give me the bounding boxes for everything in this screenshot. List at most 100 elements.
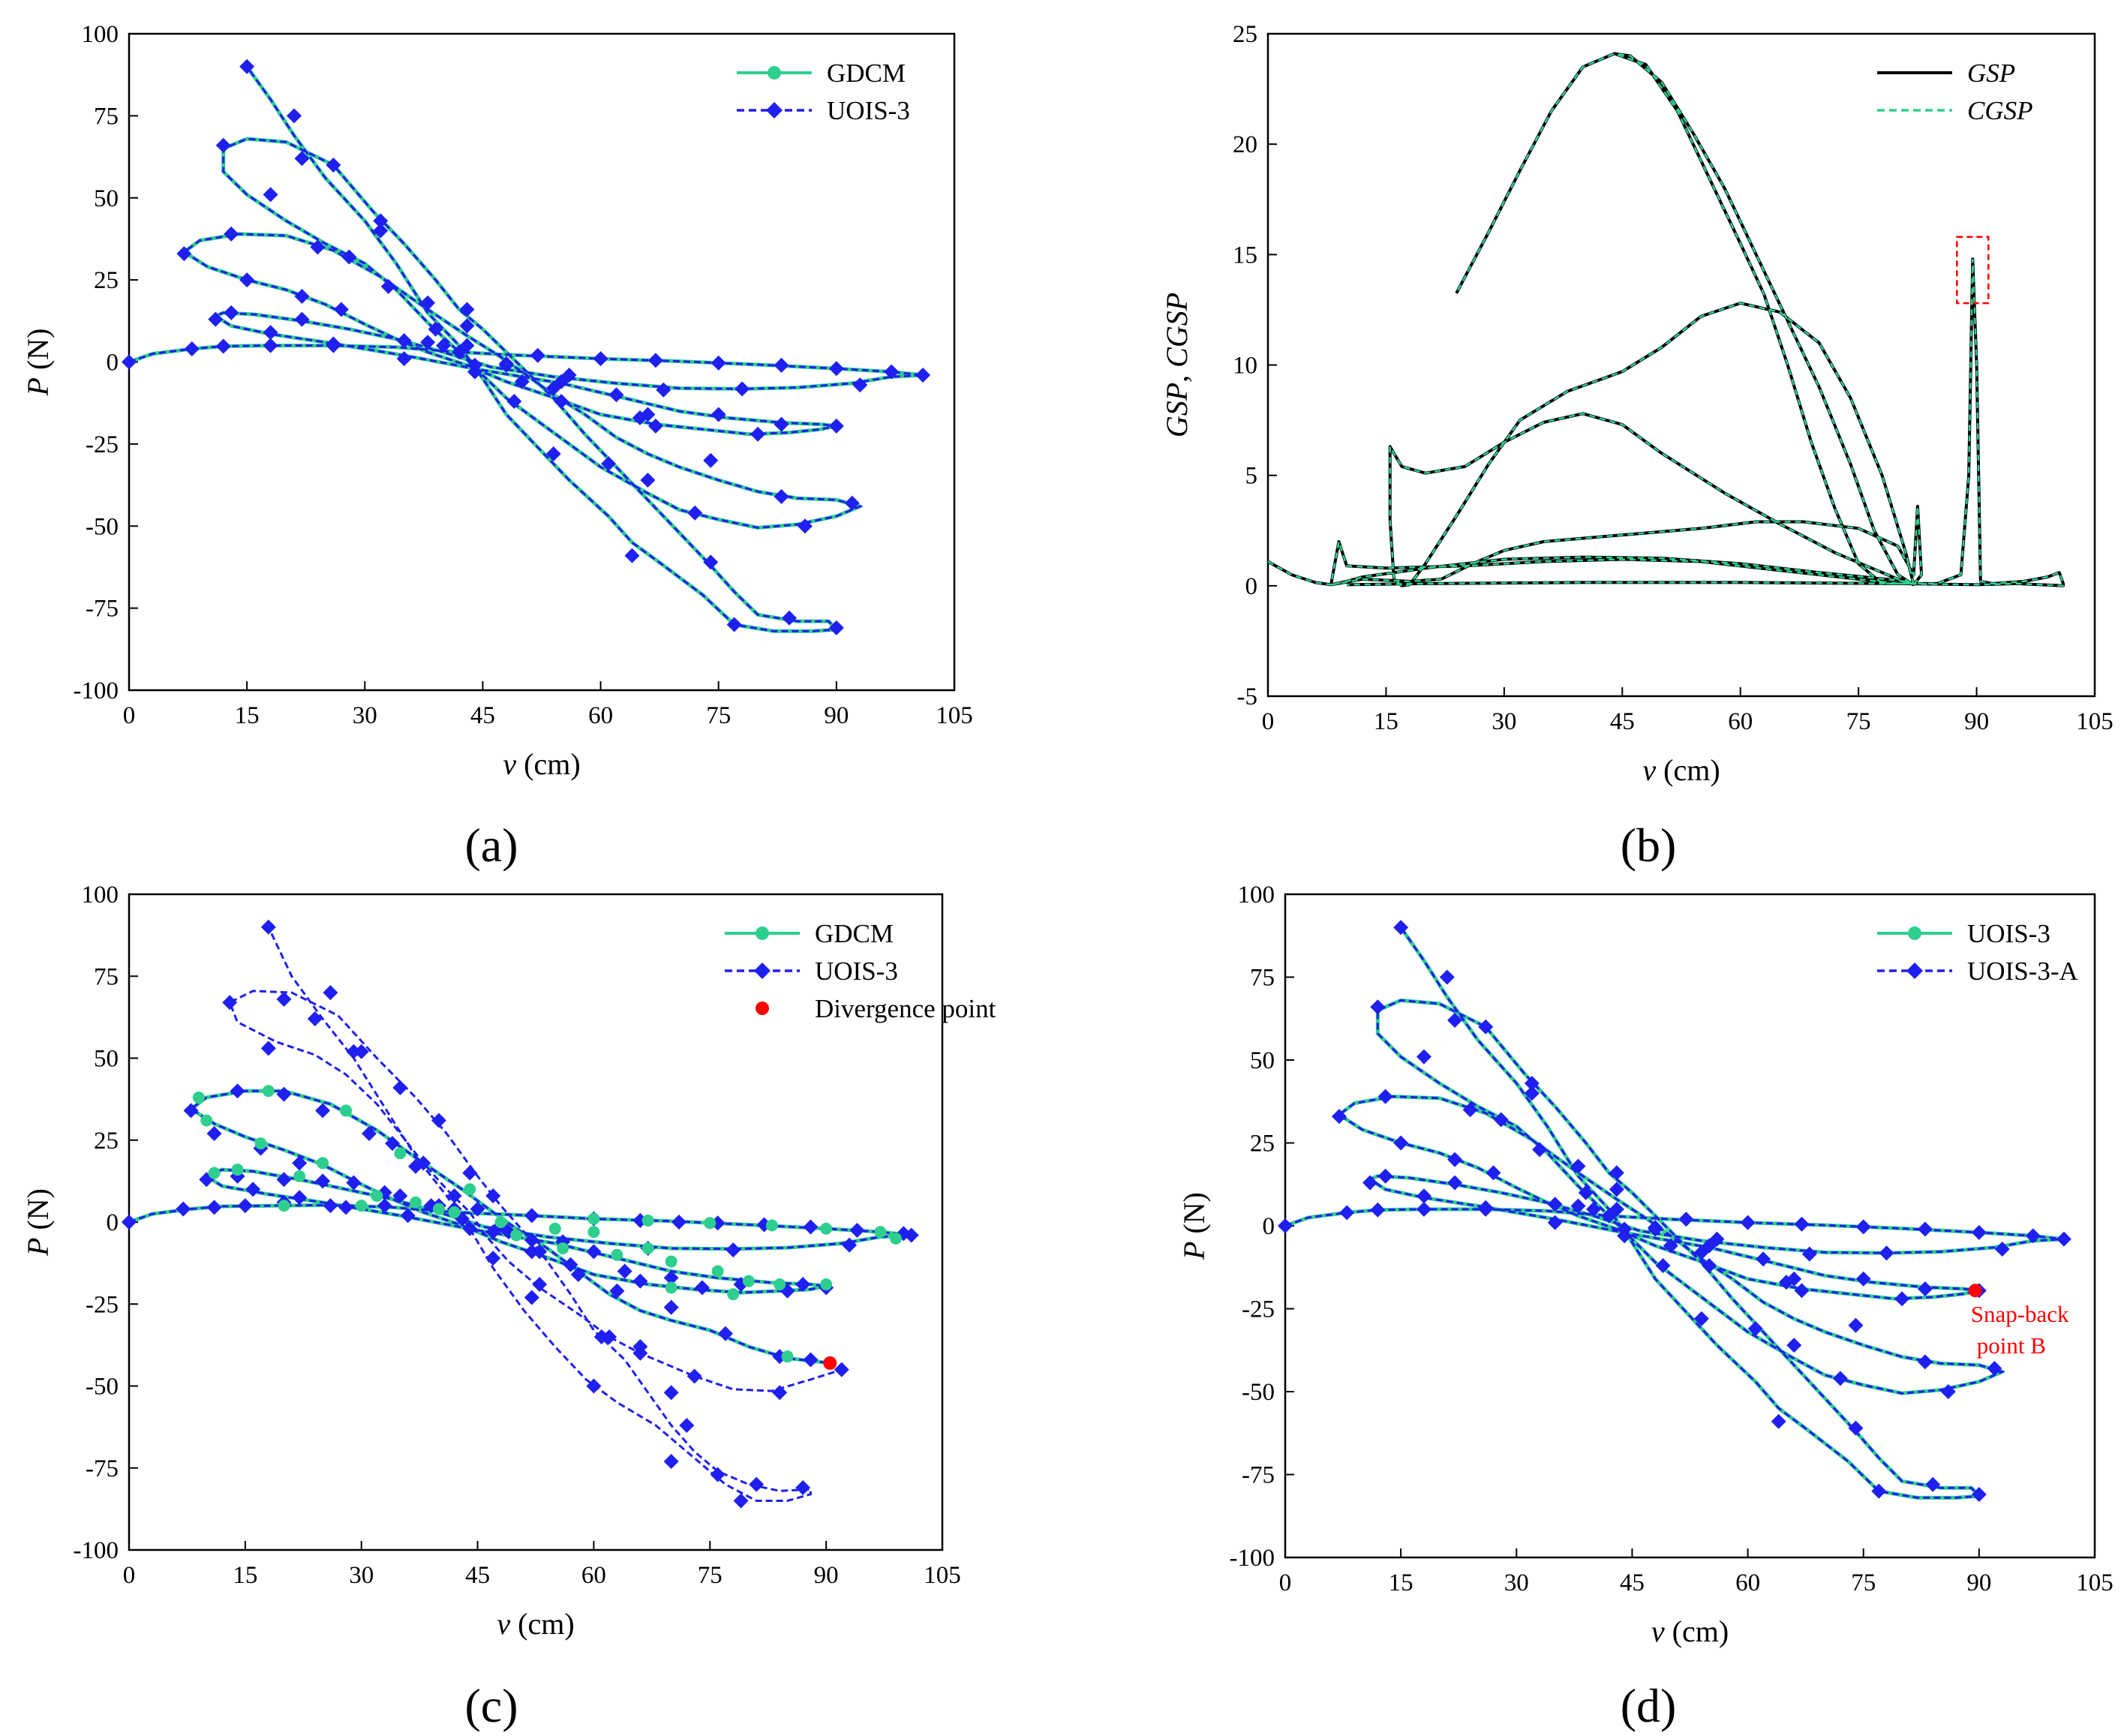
data-marker xyxy=(1971,1487,1987,1503)
data-marker xyxy=(1678,1212,1694,1227)
x-tick-label: 105 xyxy=(924,1562,961,1589)
data-marker xyxy=(711,407,726,422)
data-marker xyxy=(353,1044,369,1059)
data-marker xyxy=(183,1103,199,1119)
data-marker xyxy=(663,1299,679,1315)
data-marker xyxy=(1894,1291,1910,1307)
data-marker xyxy=(294,311,310,327)
data-marker xyxy=(820,1278,833,1291)
snapback-point xyxy=(1968,1284,1982,1298)
data-marker xyxy=(459,318,475,334)
data-marker xyxy=(396,351,412,367)
data-marker xyxy=(686,1368,702,1384)
data-marker xyxy=(432,1203,445,1215)
data-marker xyxy=(215,338,231,354)
x-tick-label: 15 xyxy=(1389,1569,1413,1596)
y-tick-label: 25 xyxy=(94,267,119,294)
data-marker xyxy=(532,1244,548,1260)
y-tick-label: 10 xyxy=(1233,353,1257,380)
data-marker xyxy=(1331,1109,1347,1125)
data-marker xyxy=(263,187,278,203)
data-marker xyxy=(263,325,278,341)
data-marker xyxy=(237,1198,253,1214)
data-marker xyxy=(727,1288,740,1301)
data-marker xyxy=(726,1242,741,1258)
panel-label: (d) xyxy=(1621,1679,1677,1732)
x-tick-label: 45 xyxy=(1620,1569,1645,1596)
y-axis-var: CGSP xyxy=(1160,293,1194,368)
data-marker xyxy=(293,1170,306,1182)
y-tick-label: 0 xyxy=(1245,573,1258,600)
data-marker xyxy=(333,302,349,317)
data-marker xyxy=(1848,1317,1864,1333)
data-marker xyxy=(276,1086,292,1102)
x-tick-label: 60 xyxy=(1735,1569,1760,1596)
data-marker xyxy=(1447,1152,1463,1167)
data-marker xyxy=(726,617,742,632)
data-marker xyxy=(750,426,766,442)
data-marker xyxy=(292,1190,308,1206)
data-marker xyxy=(420,335,436,350)
data-marker xyxy=(795,1277,811,1293)
data-marker xyxy=(260,1041,276,1056)
data-marker xyxy=(1848,1420,1864,1436)
x-axis-var: v xyxy=(1651,1614,1665,1648)
data-marker xyxy=(245,1182,261,1197)
data-marker xyxy=(1609,1201,1624,1217)
data-marker xyxy=(671,1215,686,1230)
data-marker xyxy=(371,1190,383,1203)
data-marker xyxy=(1693,1311,1709,1326)
series-line-gsp xyxy=(1267,52,2065,587)
data-marker xyxy=(176,1201,191,1217)
data-marker xyxy=(428,321,443,337)
data-marker xyxy=(2056,1231,2071,1247)
data-marker xyxy=(420,295,436,311)
data-marker xyxy=(710,1467,726,1482)
data-marker xyxy=(1524,1086,1540,1101)
data-marker xyxy=(1416,1049,1432,1065)
data-marker xyxy=(396,333,412,349)
legend-label: UOIS-3 xyxy=(827,96,910,125)
data-marker xyxy=(1486,1165,1501,1181)
data-marker xyxy=(346,1175,362,1191)
data-marker xyxy=(1925,1476,1941,1492)
data-marker xyxy=(852,377,868,393)
legend-label: GDCM xyxy=(815,919,894,948)
data-marker xyxy=(514,374,530,389)
data-marker xyxy=(1855,1271,1871,1287)
data-marker xyxy=(647,353,663,368)
data-marker xyxy=(828,361,844,377)
x-tick-label: 15 xyxy=(235,702,260,729)
data-marker xyxy=(774,488,789,504)
data-marker xyxy=(1493,1112,1509,1128)
legend-label: GSP xyxy=(1967,59,2015,88)
x-tick-label: 75 xyxy=(1846,708,1871,735)
data-marker xyxy=(663,1270,679,1286)
y-tick-label: -100 xyxy=(74,1537,119,1564)
data-marker xyxy=(341,249,357,265)
divergence-point xyxy=(823,1356,837,1370)
data-marker xyxy=(1416,1188,1432,1204)
data-marker xyxy=(828,418,844,434)
data-marker xyxy=(315,1173,331,1189)
y-tick-label: 25 xyxy=(94,1128,119,1155)
data-marker xyxy=(1362,1175,1378,1191)
x-tick-label: 75 xyxy=(1851,1569,1876,1596)
x-axis-unit: (cm) xyxy=(510,1607,575,1641)
data-marker xyxy=(717,1326,733,1341)
data-marker xyxy=(587,1212,600,1225)
data-marker xyxy=(704,1217,717,1230)
data-marker xyxy=(1462,1102,1478,1118)
data-marker xyxy=(1609,1165,1624,1181)
data-marker xyxy=(1617,1221,1633,1237)
data-marker xyxy=(1370,999,1386,1015)
data-marker xyxy=(394,1147,407,1160)
plot-frame xyxy=(128,32,956,692)
data-marker xyxy=(1393,1135,1409,1151)
data-marker xyxy=(849,1222,865,1238)
data-marker xyxy=(1416,1201,1432,1217)
data-marker xyxy=(326,336,341,352)
x-tick-label: 30 xyxy=(349,1562,374,1589)
x-tick-label: 60 xyxy=(1728,708,1753,735)
